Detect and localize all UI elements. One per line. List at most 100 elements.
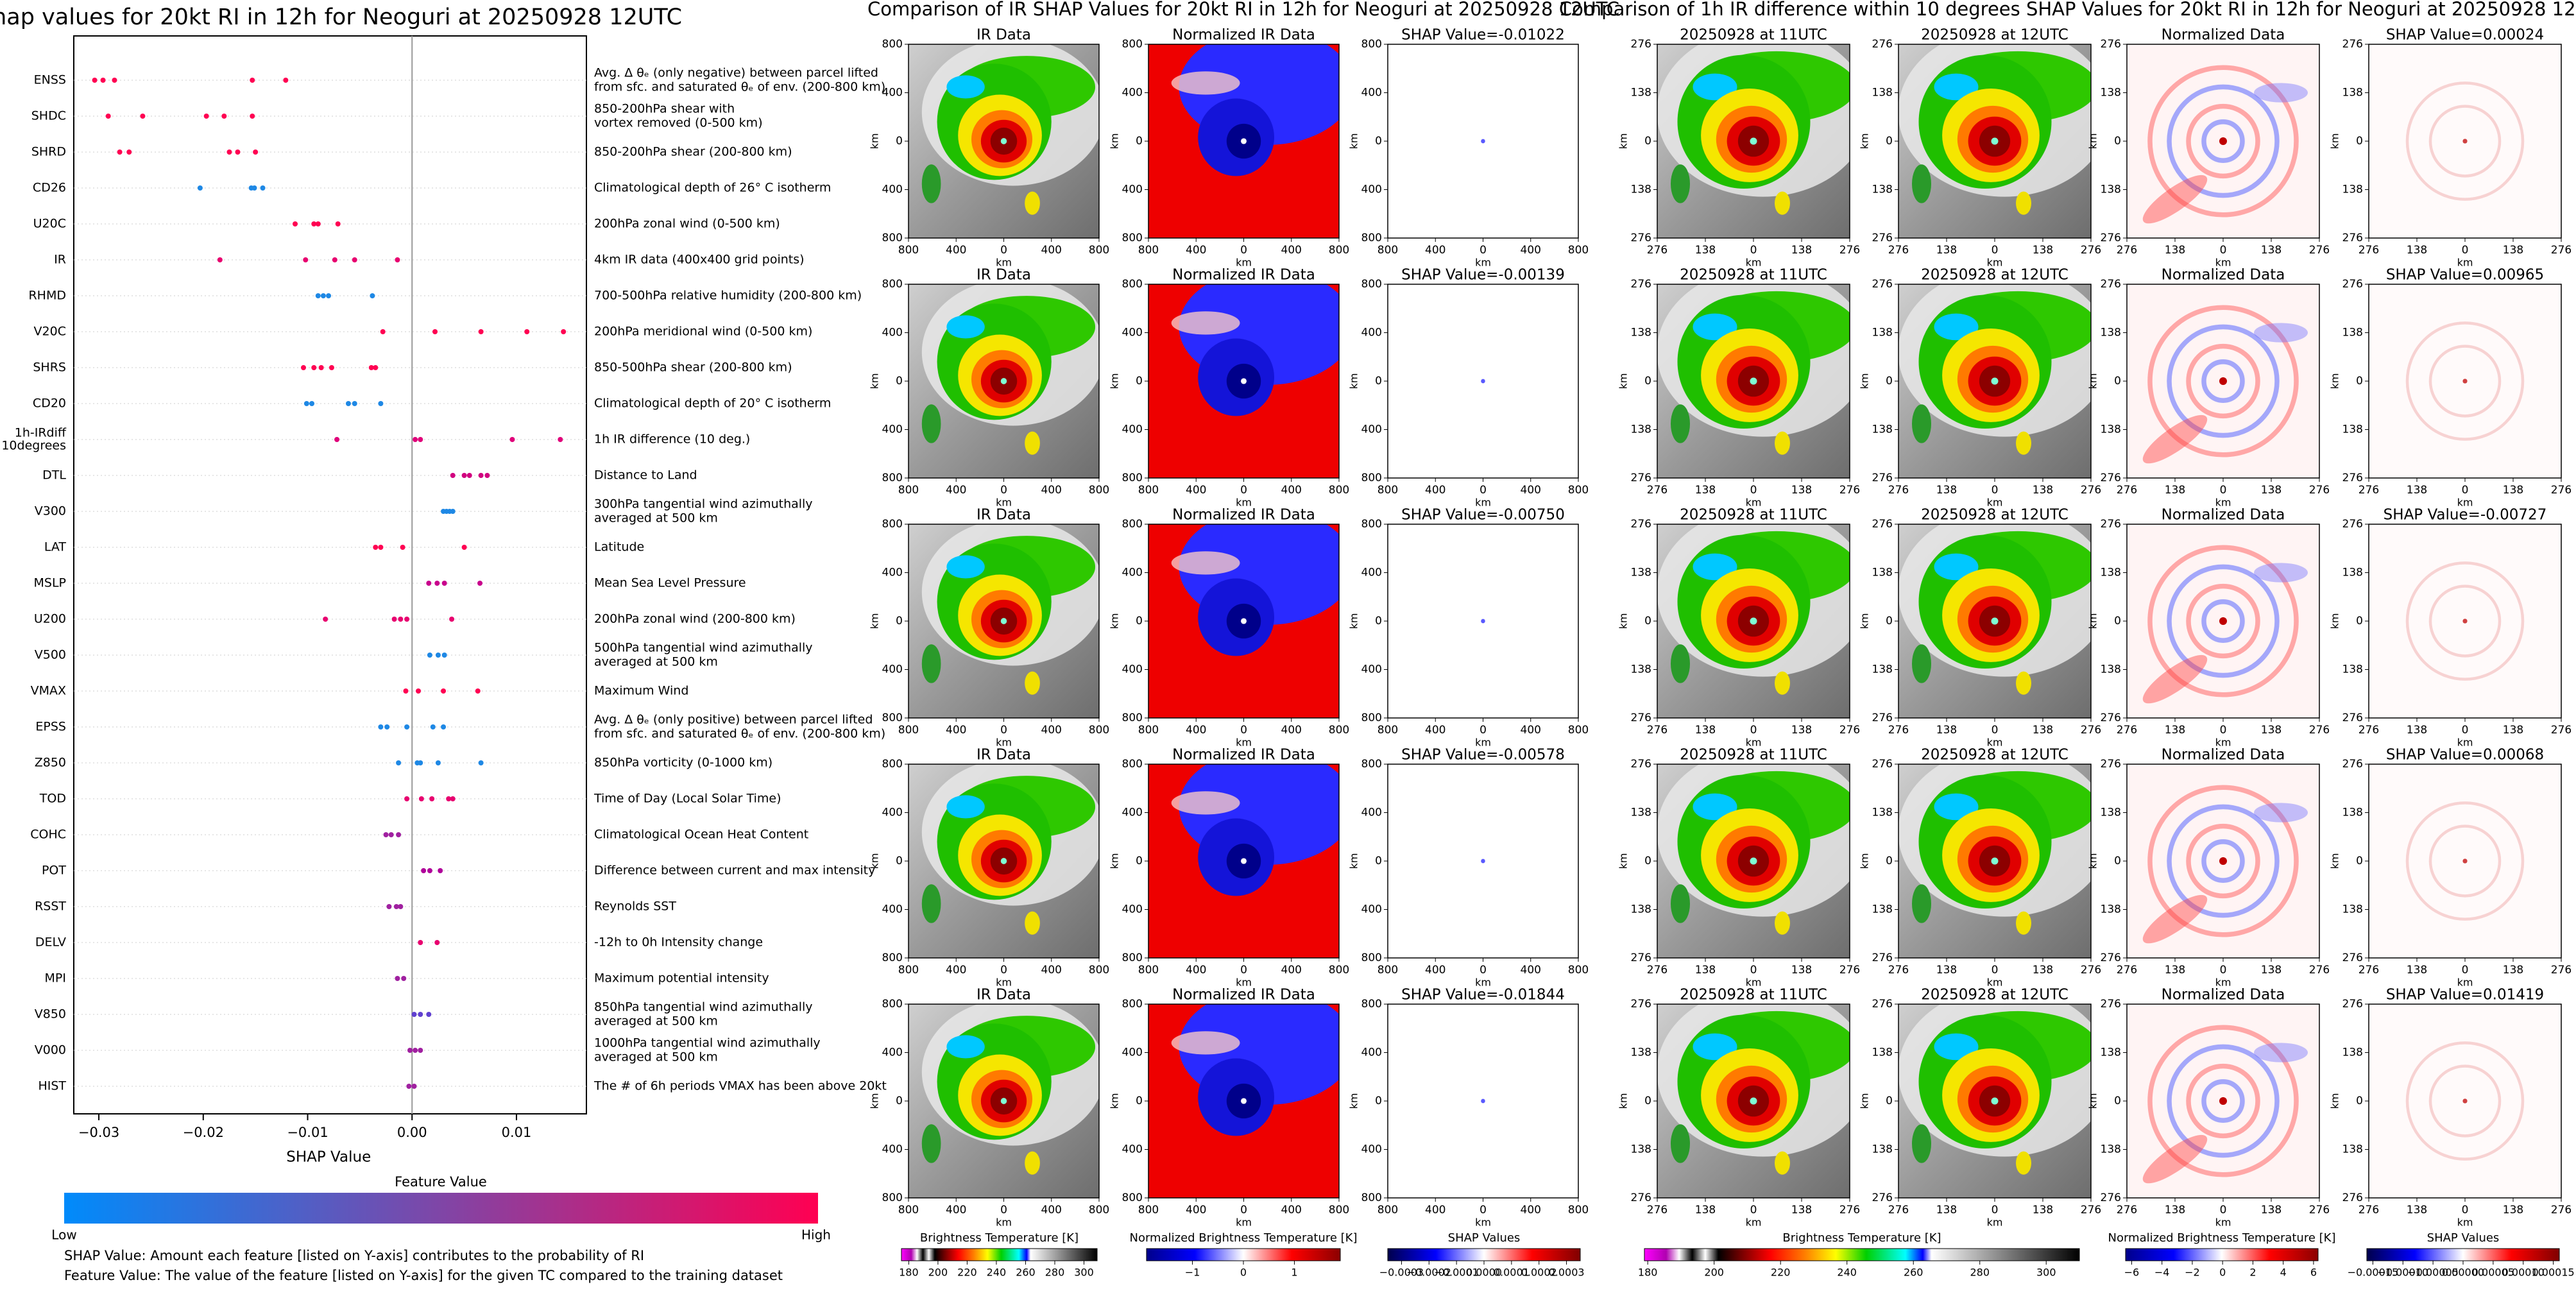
y-axis-label: km xyxy=(1109,853,1121,869)
shap-point xyxy=(252,185,257,191)
x-tick-label: 400 xyxy=(1425,724,1446,737)
panel-title: IR Data xyxy=(977,747,1031,764)
shap-point xyxy=(384,724,390,730)
x-tick-label: 0 xyxy=(1750,724,1757,737)
feature-description: 4km IR data (400x400 grid points) xyxy=(594,253,805,267)
x-tick-label: 276 xyxy=(2309,1204,2330,1216)
panel-image xyxy=(2369,764,2561,958)
shap-point xyxy=(140,114,146,119)
y-tick-label: 276 xyxy=(2101,278,2121,291)
panel-image xyxy=(1657,524,1850,718)
y-tick-label: 276 xyxy=(2342,472,2363,484)
diff-center xyxy=(2219,617,2227,626)
colorbar-title: Normalized Brightness Temperature [K] xyxy=(1130,1231,1358,1245)
panel-image xyxy=(1388,764,1578,958)
feature-description: 200hPa meridional wind (0-500 km) xyxy=(594,325,812,339)
x-tick-label: 276 xyxy=(1839,244,1860,257)
panel-title: SHAP Value=0.00965 xyxy=(2386,267,2544,284)
cloud-cyan xyxy=(946,1035,985,1059)
norm-eye xyxy=(1241,1098,1247,1104)
shap-point xyxy=(378,401,384,406)
x-tick-label: 276 xyxy=(2117,484,2137,497)
y-tick-label: 400 xyxy=(1122,903,1143,916)
y-tick-label: 276 xyxy=(2101,998,2121,1011)
y-tick-label: 400 xyxy=(882,807,903,819)
shap-point xyxy=(411,1084,417,1089)
x-tick-label: 800 xyxy=(1138,724,1159,737)
y-tick-label: 400 xyxy=(1122,327,1143,339)
colorbar-tick-label: 0.00000 xyxy=(2442,1267,2484,1279)
y-tick-label: 138 xyxy=(2101,1143,2121,1156)
panel-title: 20250928 at 11UTC xyxy=(1680,747,1827,764)
x-tick-label: 138 xyxy=(1936,484,1957,497)
cloud-cyan xyxy=(1934,73,1979,101)
x-axis-label: km xyxy=(1746,1216,1762,1229)
feature-label: POT xyxy=(42,864,66,878)
colorbar-tick-label: −1 xyxy=(1185,1267,1200,1279)
diff-ring xyxy=(2201,599,2245,643)
x-tick-label: 276 xyxy=(1839,964,1860,977)
feature-description: Climatological depth of 26° C isotherm xyxy=(594,181,831,195)
x-tick-label: 138 xyxy=(1936,724,1957,737)
shap-point xyxy=(404,796,410,801)
feature-label: RHMD xyxy=(28,289,66,303)
y-tick-label: 138 xyxy=(1631,1143,1651,1156)
norm-warm-band xyxy=(1171,1031,1240,1055)
x-tick-label: 400 xyxy=(946,1204,966,1216)
feature-label: SHRS xyxy=(33,361,66,375)
y-tick-label: 400 xyxy=(1361,663,1382,676)
panel-image xyxy=(1388,284,1578,478)
y-tick-label: 138 xyxy=(2101,87,2121,99)
feature-description: 200hPa zonal wind (0-500 km) xyxy=(594,217,780,231)
x-tick-label: 276 xyxy=(2551,1204,2572,1216)
diff-band xyxy=(2142,654,2208,704)
shap-point xyxy=(430,724,436,730)
shap-point xyxy=(398,617,404,622)
x-tick-label: 800 xyxy=(1329,724,1349,737)
storm-eye xyxy=(1000,858,1007,864)
y-tick-label: 276 xyxy=(2342,278,2363,291)
y-tick-label: 400 xyxy=(882,1046,903,1059)
x-tick-label: 0 xyxy=(1240,484,1247,497)
shap-point xyxy=(250,114,255,119)
feature-label: SHRD xyxy=(31,145,66,159)
land xyxy=(1671,1124,1690,1163)
diff-ring xyxy=(2147,1025,2299,1177)
x-tick-label: 138 xyxy=(2165,724,2185,737)
panel-image xyxy=(2127,44,2319,238)
x-tick-label: 138 xyxy=(2033,964,2053,977)
x-tick-label: 0 xyxy=(1750,484,1757,497)
shap-point xyxy=(398,904,404,909)
x-tick-label: 276 xyxy=(1888,724,1909,737)
x-axis-label: km xyxy=(2215,737,2231,749)
y-tick-label: 800 xyxy=(882,1191,903,1204)
shap-point xyxy=(395,976,400,981)
feature-label: CD20 xyxy=(33,397,66,411)
diff-ring xyxy=(2167,324,2280,438)
x-tick-label: 400 xyxy=(1425,1204,1446,1216)
feature-label: CD26 xyxy=(33,181,66,195)
cloud-patch xyxy=(1775,1151,1790,1175)
y-tick-label: 0 xyxy=(2114,615,2121,627)
x-tick-label: 138 xyxy=(1791,244,1812,257)
x-tick-label: 0 xyxy=(2220,244,2227,257)
shap-point xyxy=(475,688,481,694)
x-tick-label: 800 xyxy=(1568,724,1589,737)
shap-point xyxy=(416,688,422,694)
x-tick-label: 0 xyxy=(1000,244,1007,257)
y-tick-label: 276 xyxy=(2342,518,2363,531)
shap-point xyxy=(450,796,456,801)
colorbar-tick-label: 0.0000 xyxy=(1466,1267,1502,1279)
feature-label: RSST xyxy=(35,900,66,914)
shap-point xyxy=(466,473,472,478)
colorbar xyxy=(2125,1248,2319,1261)
colorbar-title: SHAP Values xyxy=(2427,1231,2500,1245)
cloud-patch xyxy=(1025,191,1040,215)
shap-point xyxy=(334,437,340,442)
panel-title: 20250928 at 12UTC xyxy=(1921,987,2068,1003)
x-tick-label: 400 xyxy=(1186,964,1206,977)
shap-point xyxy=(311,365,317,370)
y-axis-label: km xyxy=(1348,853,1360,869)
colorbar-title: SHAP Values xyxy=(1448,1231,1521,1245)
feature-description: 850hPa vorticity (0-1000 km) xyxy=(594,756,772,770)
